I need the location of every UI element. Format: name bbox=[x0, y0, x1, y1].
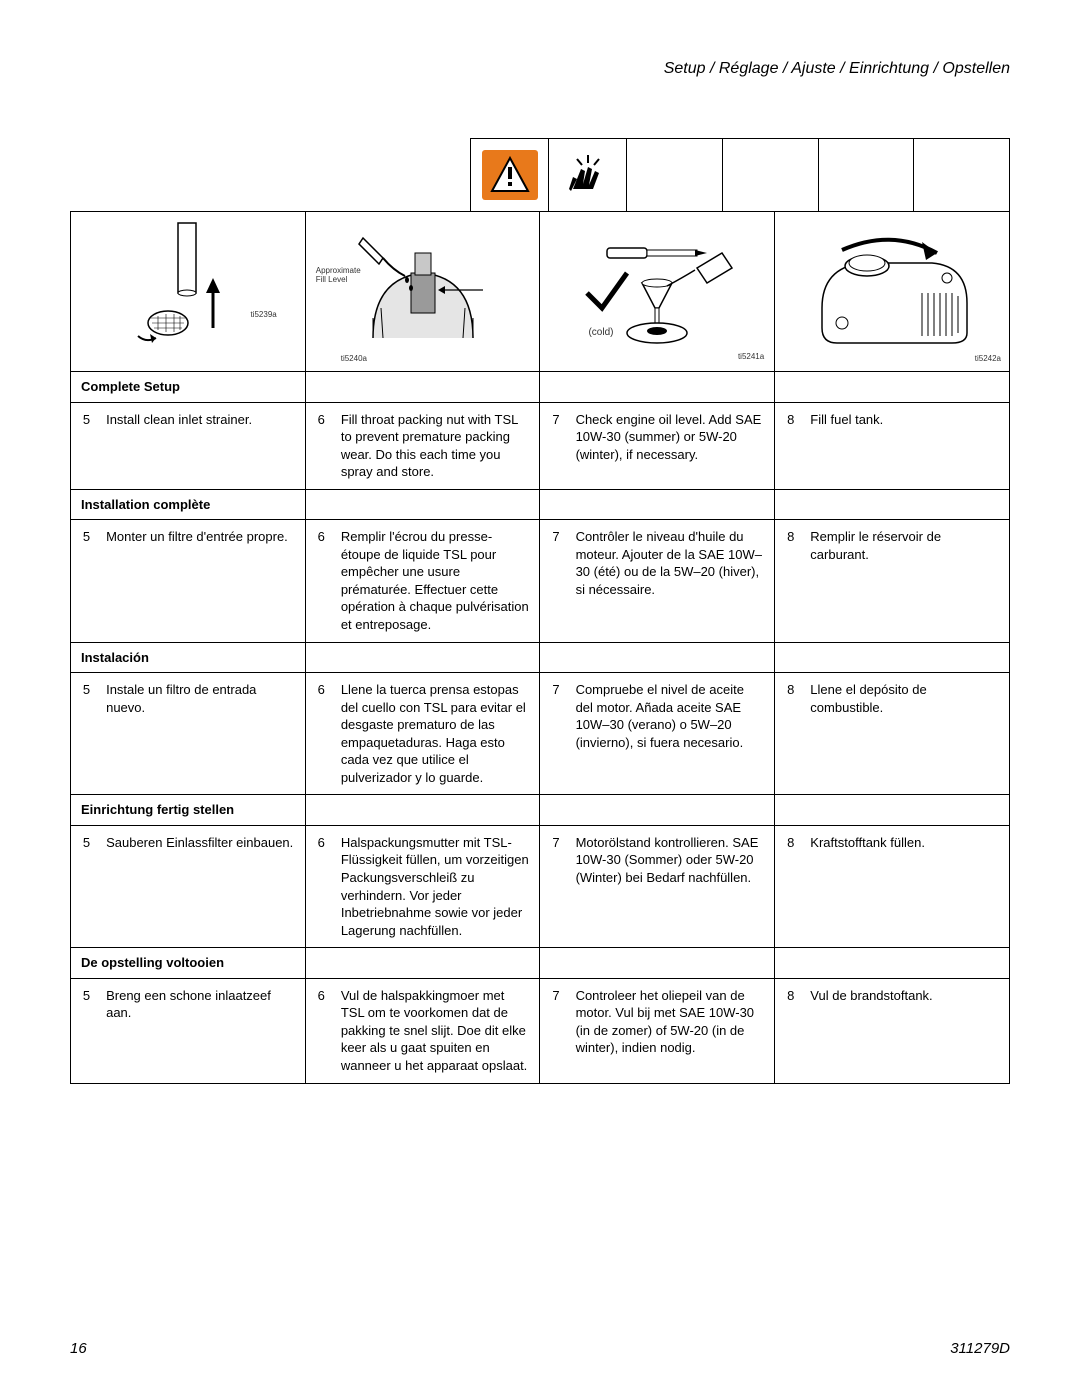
section-header-empty bbox=[305, 948, 540, 979]
warning-empty-4 bbox=[914, 139, 1009, 211]
section-header-row: Complete Setup bbox=[71, 372, 1010, 403]
step-text: Remplir le réservoir de carburant. bbox=[806, 520, 1009, 642]
section-header-empty bbox=[775, 372, 1010, 403]
step-number: 7 bbox=[540, 978, 572, 1083]
step-number: 8 bbox=[775, 520, 807, 642]
illus-oil-check: (cold) ti5241a bbox=[540, 212, 775, 372]
step-number: 5 bbox=[71, 978, 103, 1083]
step-text: Install clean inlet strainer. bbox=[102, 402, 305, 489]
steps-row: 5Monter un filtre d'entrée propre.6Rempl… bbox=[71, 520, 1010, 642]
section-header-empty bbox=[540, 372, 775, 403]
warning-triangle-cell bbox=[471, 139, 549, 211]
section-header-empty bbox=[540, 642, 775, 673]
illus-ref-3: ti5241a bbox=[738, 352, 764, 363]
step-number: 8 bbox=[775, 825, 807, 947]
step-text: Contrôler le niveau d'huile du moteur. A… bbox=[572, 520, 775, 642]
page-footer: 16 311279D bbox=[70, 1340, 1010, 1357]
steps-row: 5Sauberen Einlassfilter einbauen.6Halspa… bbox=[71, 825, 1010, 947]
step-number: 7 bbox=[540, 520, 572, 642]
warning-empty-3 bbox=[819, 139, 915, 211]
section-header: Einrichtung fertig stellen bbox=[71, 795, 306, 826]
section-header-row: De opstelling voltooien bbox=[71, 948, 1010, 979]
section-header-row: Einrichtung fertig stellen bbox=[71, 795, 1010, 826]
step-text: Controleer het oliepeil van de motor. Vu… bbox=[572, 978, 775, 1083]
step-text: Remplir l'écrou du presse-étoupe de liqu… bbox=[337, 520, 540, 642]
step-text: Vul de brandstoftank. bbox=[806, 978, 1009, 1083]
pinch-hazard-cell bbox=[549, 139, 627, 211]
cold-label: (cold) bbox=[588, 326, 613, 340]
step-number: 7 bbox=[540, 825, 572, 947]
page-header-title: Setup / Réglage / Ajuste / Einrichtung /… bbox=[70, 60, 1010, 78]
page-number: 16 bbox=[70, 1340, 87, 1357]
step-number: 6 bbox=[305, 825, 337, 947]
section-header-empty bbox=[775, 795, 1010, 826]
section-header: De opstelling voltooien bbox=[71, 948, 306, 979]
step-number: 5 bbox=[71, 673, 103, 795]
section-header-empty bbox=[540, 948, 775, 979]
page: Setup / Réglage / Ajuste / Einrichtung /… bbox=[0, 0, 1080, 1397]
illus-ref-2: ti5240a bbox=[341, 354, 367, 365]
section-header-empty bbox=[775, 642, 1010, 673]
warning-empty-2 bbox=[723, 139, 819, 211]
step-text: Halspackungsmutter mit TSL-Flüssigkeit f… bbox=[337, 825, 540, 947]
section-header: Complete Setup bbox=[71, 372, 306, 403]
illus-strainer: ti5239a bbox=[71, 212, 306, 372]
step-text: Fill fuel tank. bbox=[806, 402, 1009, 489]
section-header-row: Instalación bbox=[71, 642, 1010, 673]
step-text: Llene la tuerca prensa estopas del cuell… bbox=[337, 673, 540, 795]
section-header-empty bbox=[305, 372, 540, 403]
step-number: 5 bbox=[71, 520, 103, 642]
step-text: Kraftstofftank füllen. bbox=[806, 825, 1009, 947]
illus-ref-4: ti5242a bbox=[975, 354, 1001, 365]
step-text: Breng een schone inlaatzeef aan. bbox=[102, 978, 305, 1083]
step-number: 7 bbox=[540, 673, 572, 795]
section-header-empty bbox=[775, 489, 1010, 520]
warning-triangle-icon bbox=[482, 150, 538, 200]
section-header-empty bbox=[775, 948, 1010, 979]
step-number: 8 bbox=[775, 673, 807, 795]
steps-row: 5Install clean inlet strainer.6Fill thro… bbox=[71, 402, 1010, 489]
doc-number: 311279D bbox=[950, 1340, 1010, 1357]
pinch-hazard-icon bbox=[563, 149, 613, 202]
step-text: Fill throat packing nut with TSL to prev… bbox=[337, 402, 540, 489]
step-text: Instale un filtro de entrada nuevo. bbox=[102, 673, 305, 795]
illustration-row: ti5239a bbox=[71, 212, 1010, 372]
illus-ref-1: ti5239a bbox=[250, 310, 276, 321]
step-number: 6 bbox=[305, 520, 337, 642]
step-text: Llene el depósito de combustible. bbox=[806, 673, 1009, 795]
step-number: 6 bbox=[305, 978, 337, 1083]
warning-empty-1 bbox=[627, 139, 723, 211]
fill-level-label: Approximate Fill Level bbox=[316, 267, 361, 285]
step-number: 5 bbox=[71, 402, 103, 489]
step-text: Vul de halspakkingmoer met TSL om te voo… bbox=[337, 978, 540, 1083]
section-header-empty bbox=[305, 489, 540, 520]
steps-row: 5Instale un filtro de entrada nuevo.6Lle… bbox=[71, 673, 1010, 795]
step-text: Motorölstand kontrollieren. SAE 10W-30 (… bbox=[572, 825, 775, 947]
step-text: Check engine oil level. Add SAE 10W-30 (… bbox=[572, 402, 775, 489]
step-text: Sauberen Einlassfilter einbauen. bbox=[102, 825, 305, 947]
instructions-table: ti5239a bbox=[70, 211, 1010, 1084]
step-number: 8 bbox=[775, 978, 807, 1083]
warning-icon-row bbox=[470, 138, 1010, 212]
section-header-empty bbox=[540, 489, 775, 520]
section-header: Instalación bbox=[71, 642, 306, 673]
step-number: 6 bbox=[305, 673, 337, 795]
illus-fuel-tank: ti5242a bbox=[775, 212, 1010, 372]
step-number: 7 bbox=[540, 402, 572, 489]
section-header-empty bbox=[305, 795, 540, 826]
step-number: 6 bbox=[305, 402, 337, 489]
step-number: 5 bbox=[71, 825, 103, 947]
steps-row: 5Breng een schone inlaatzeef aan.6Vul de… bbox=[71, 978, 1010, 1083]
section-header-empty bbox=[540, 795, 775, 826]
section-header-empty bbox=[305, 642, 540, 673]
section-header: Installation complète bbox=[71, 489, 306, 520]
step-text: Compruebe el nivel de aceite del motor. … bbox=[572, 673, 775, 795]
step-number: 8 bbox=[775, 402, 807, 489]
section-header-row: Installation complète bbox=[71, 489, 1010, 520]
illus-packing-nut: Approximate Fill Level ti5240a bbox=[305, 212, 540, 372]
step-text: Monter un filtre d'entrée propre. bbox=[102, 520, 305, 642]
